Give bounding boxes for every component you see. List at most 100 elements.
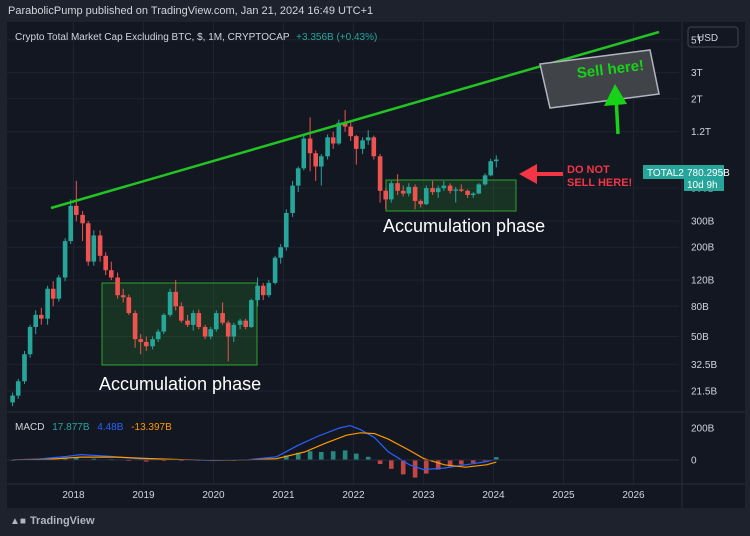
currency-button[interactable] xyxy=(687,26,739,48)
candle-body xyxy=(155,331,161,340)
candle-body xyxy=(482,175,488,185)
macd-hist-bar-26 xyxy=(400,460,406,475)
candle-body xyxy=(68,205,73,242)
candle-body xyxy=(80,214,85,224)
candle-body xyxy=(173,291,178,307)
candle-16 xyxy=(103,252,108,275)
time-tick-label: 2023 xyxy=(412,490,435,501)
candle-65 xyxy=(389,180,394,203)
candle-body xyxy=(260,285,266,296)
candle-30 xyxy=(185,314,190,327)
price-badge-value: 780.295B xyxy=(687,168,730,179)
tradingview-brand: TradingView xyxy=(29,515,95,527)
candle-body xyxy=(39,314,44,319)
candle-body xyxy=(196,313,202,327)
time-tick-label: 2025 xyxy=(552,490,575,501)
price-tick-label: 50B xyxy=(691,332,709,343)
candle-32 xyxy=(196,309,202,330)
tradingview-logo-icon: ▲■ xyxy=(10,516,26,527)
candle-35 xyxy=(214,310,219,332)
macd-hist-bar-28 xyxy=(424,460,429,474)
accumulation-label-1: Accumulation phase xyxy=(99,374,261,394)
candle-64 xyxy=(383,188,388,210)
candle-body xyxy=(33,314,38,327)
candle-body xyxy=(354,136,359,149)
candle-66 xyxy=(395,174,400,195)
candle-12 xyxy=(80,211,85,242)
candle-body xyxy=(395,183,400,191)
price-tick-label: 32.5B xyxy=(691,360,717,371)
chart-svg[interactable]: Sell here! DO NOT SELL HERE! Accumulatio… xyxy=(7,22,745,508)
time-tick-label: 2020 xyxy=(202,490,225,501)
candle-1 xyxy=(15,378,21,399)
price-badge-symbol: TOTAL2 xyxy=(647,168,684,179)
candle-body xyxy=(406,186,412,194)
candle-17 xyxy=(109,261,114,281)
candle-49 xyxy=(295,166,301,193)
candle-body xyxy=(453,189,458,191)
macd-line xyxy=(12,424,497,471)
sell-here-box xyxy=(539,49,660,109)
macd-hist-bar-22 xyxy=(354,453,359,460)
candle-20 xyxy=(126,294,132,315)
candle-42 xyxy=(255,277,260,307)
candle-body xyxy=(132,313,138,340)
candle-body xyxy=(167,291,173,315)
price-tick-label: 5T xyxy=(691,35,703,46)
candle-body xyxy=(208,329,213,337)
macd-tick-label: 0 xyxy=(691,456,697,467)
candle-68 xyxy=(406,183,412,197)
currency-button-label[interactable]: USD xyxy=(697,33,718,44)
chart-panel[interactable]: Sell here! DO NOT SELL HERE! Accumulatio… xyxy=(7,22,745,508)
candle-body xyxy=(144,341,149,347)
candle-81 xyxy=(482,173,488,186)
candle-body xyxy=(319,156,324,167)
price-axis[interactable]: 21.5B32.5B50B80B120B200B300B500B1.2T2T3T… xyxy=(691,35,717,397)
accumulation-box-1 xyxy=(101,282,258,366)
candle-body xyxy=(22,354,27,382)
candle-body xyxy=(161,314,167,332)
candle-4 xyxy=(33,310,38,335)
candle-body xyxy=(255,285,260,301)
candle-body xyxy=(190,313,196,325)
candle-body xyxy=(202,326,208,337)
candle-74 xyxy=(441,180,447,191)
candle-41 xyxy=(249,298,254,329)
candle-9 xyxy=(62,238,68,282)
candle-body xyxy=(389,183,394,200)
candle-33 xyxy=(202,324,208,340)
price-badge-value-bg xyxy=(684,165,724,191)
candle-55 xyxy=(330,131,336,149)
candle-body xyxy=(325,137,330,157)
candle-58 xyxy=(348,121,353,141)
candle-body xyxy=(342,122,348,127)
price-tick-label: 21.5B xyxy=(691,386,717,397)
signal-line xyxy=(12,432,497,468)
candle-77 xyxy=(459,184,464,193)
candle-body xyxy=(447,185,453,191)
candle-80 xyxy=(476,183,482,195)
candle-27 xyxy=(167,288,173,317)
candle-21 xyxy=(132,310,138,348)
candle-76 xyxy=(453,186,458,203)
candle-body xyxy=(371,137,377,157)
candle-19 xyxy=(120,288,126,303)
time-axis[interactable]: 2018 2019 2020 2021 2022 2023 2024 2025 2026 xyxy=(62,490,645,501)
macd-tick-label: 200B xyxy=(691,424,715,435)
macd-hist-bar-18 xyxy=(307,451,313,460)
macd-axis: 200B 0 xyxy=(7,424,715,467)
do-not-sell-line1: DO NOT xyxy=(567,164,610,176)
candle-2 xyxy=(22,350,27,384)
macd-hist-bar-33 xyxy=(482,460,488,462)
tradingview-logo[interactable]: ▲■ TradingView xyxy=(10,515,95,527)
accumulation-box-2 xyxy=(385,179,517,212)
candle-59 xyxy=(354,135,359,165)
candle-body xyxy=(441,185,447,189)
candle-body xyxy=(377,156,383,191)
candle-37 xyxy=(225,320,231,362)
candle-body xyxy=(220,313,225,323)
macd-hist-bar-21 xyxy=(342,450,348,460)
candle-body xyxy=(400,190,406,194)
price-tick-label: 80B xyxy=(691,302,709,313)
time-tick-label: 2021 xyxy=(272,490,295,501)
